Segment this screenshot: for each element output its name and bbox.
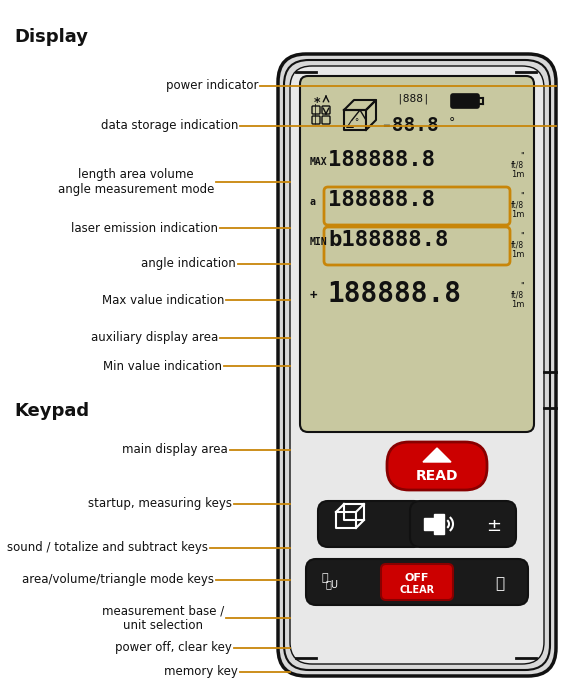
- Text: OFF: OFF: [405, 573, 429, 583]
- Text: a: a: [310, 197, 316, 207]
- Text: Display: Display: [14, 28, 88, 46]
- Text: power off, clear key: power off, clear key: [115, 642, 232, 654]
- Text: MAX: MAX: [310, 157, 328, 167]
- Text: |888|: |888|: [396, 94, 430, 104]
- Text: -88.8: -88.8: [380, 116, 439, 135]
- Text: Min value indication: Min value indication: [103, 360, 222, 372]
- Text: 1m: 1m: [511, 170, 524, 179]
- Text: 188888.8: 188888.8: [328, 190, 435, 210]
- Text: ": ": [520, 192, 524, 201]
- FancyBboxPatch shape: [318, 501, 424, 547]
- Text: ft/8: ft/8: [511, 200, 524, 209]
- Text: startup, measuring keys: startup, measuring keys: [88, 498, 232, 510]
- Text: CLEAR: CLEAR: [399, 585, 434, 595]
- FancyBboxPatch shape: [410, 501, 516, 547]
- Text: ": ": [520, 232, 524, 241]
- FancyBboxPatch shape: [387, 442, 487, 490]
- Text: MIN: MIN: [310, 237, 328, 247]
- Text: main display area: main display area: [122, 443, 228, 457]
- Text: 188888.8: 188888.8: [328, 280, 462, 308]
- Text: ∠: ∠: [344, 120, 354, 130]
- FancyBboxPatch shape: [290, 66, 544, 664]
- Text: |: |: [314, 114, 317, 125]
- Text: +: +: [310, 289, 317, 302]
- Text: 1m: 1m: [511, 300, 524, 309]
- Text: length area volume
angle measurement mode: length area volume angle measurement mod…: [58, 168, 214, 196]
- Polygon shape: [423, 448, 451, 462]
- Text: °: °: [354, 118, 358, 127]
- FancyBboxPatch shape: [300, 76, 534, 432]
- Text: measurement base /
unit selection: measurement base / unit selection: [102, 604, 224, 632]
- Text: data storage indication: data storage indication: [101, 120, 238, 132]
- Text: 1m: 1m: [511, 210, 524, 219]
- Text: 188888.8: 188888.8: [328, 150, 435, 170]
- Text: READ: READ: [416, 469, 458, 483]
- Text: ": ": [520, 152, 524, 161]
- Text: ft/8: ft/8: [511, 240, 524, 249]
- Polygon shape: [424, 518, 434, 530]
- Text: |: |: [314, 104, 317, 115]
- Text: sound / totalize and subtract keys: sound / totalize and subtract keys: [7, 541, 208, 555]
- Text: power indicator: power indicator: [165, 79, 258, 93]
- Text: laser emission indication: laser emission indication: [71, 221, 218, 235]
- Polygon shape: [434, 514, 444, 534]
- Text: ": ": [520, 282, 524, 291]
- FancyBboxPatch shape: [278, 54, 556, 676]
- Text: ⬛U: ⬛U: [326, 579, 339, 589]
- Text: ft/8: ft/8: [511, 160, 524, 169]
- FancyBboxPatch shape: [451, 94, 479, 108]
- Text: memory key: memory key: [164, 665, 238, 679]
- Text: ±: ±: [487, 517, 502, 535]
- Text: angle indication: angle indication: [141, 258, 236, 271]
- FancyBboxPatch shape: [381, 564, 453, 600]
- Text: *: *: [314, 96, 320, 109]
- Text: auxiliary display area: auxiliary display area: [91, 331, 218, 345]
- Text: 🔧: 🔧: [322, 573, 329, 583]
- FancyBboxPatch shape: [306, 559, 528, 605]
- Text: Keypad: Keypad: [14, 402, 89, 420]
- Text: b188888.8: b188888.8: [328, 230, 448, 250]
- Text: °: °: [449, 116, 456, 129]
- Text: Max value indication: Max value indication: [101, 294, 224, 306]
- Text: ft/8: ft/8: [511, 290, 524, 299]
- Text: 🖨: 🖨: [495, 576, 505, 592]
- Text: area/volume/triangle mode keys: area/volume/triangle mode keys: [22, 574, 214, 587]
- Text: 1m: 1m: [511, 250, 524, 259]
